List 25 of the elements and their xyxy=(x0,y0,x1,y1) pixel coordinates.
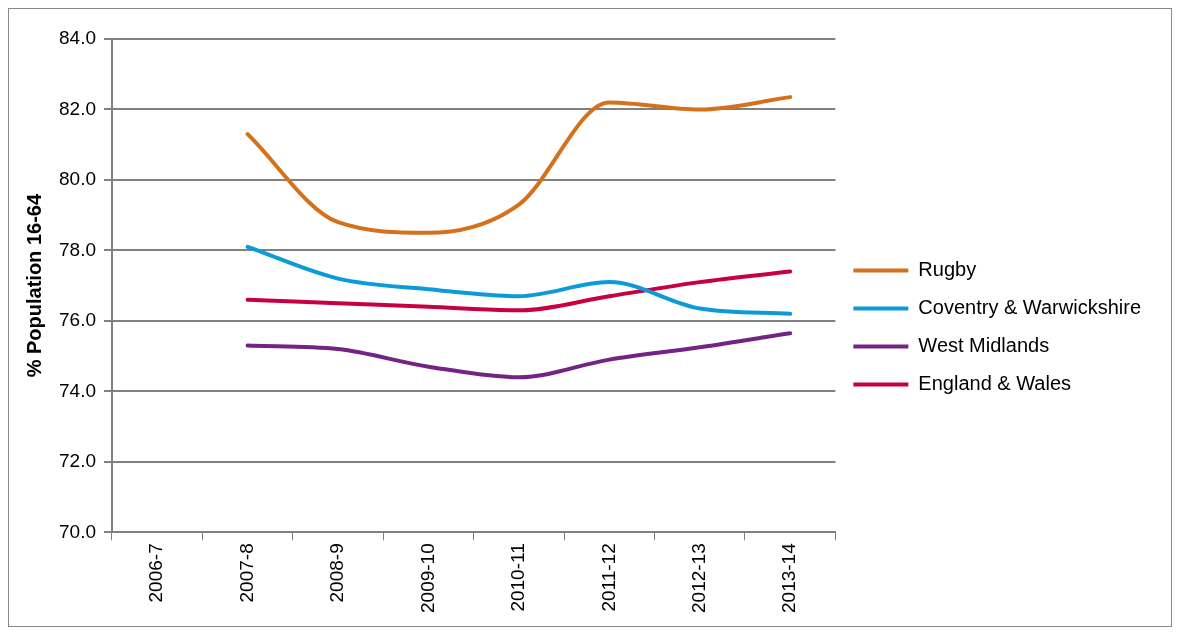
legend-label: Coventry & Warwickshire xyxy=(918,296,1141,319)
y-tick-label: 74.0 xyxy=(59,379,96,401)
legend-label: Rugby xyxy=(918,258,977,281)
y-tick-label: 72.0 xyxy=(59,450,96,472)
y-tick-label: 82.0 xyxy=(59,97,96,119)
y-tick-label: 76.0 xyxy=(59,309,96,331)
x-tick-label: 2013-14 xyxy=(778,542,800,614)
x-tick-label: 2007-8 xyxy=(235,543,257,603)
x-tick-label: 2008-9 xyxy=(326,543,348,603)
line-series xyxy=(245,244,793,316)
line-series xyxy=(245,331,793,380)
x-tick-label: 2012-13 xyxy=(687,543,709,614)
legend-label: England & Wales xyxy=(918,372,1072,395)
x-tick-label: 2011-12 xyxy=(597,543,619,612)
x-tick-label: 2006-7 xyxy=(145,543,167,603)
y-tick-label: 70.0 xyxy=(59,520,96,542)
line-series xyxy=(245,95,793,235)
x-tick-label: 2009-10 xyxy=(416,543,438,614)
x-tick-label: 2010-11 xyxy=(507,543,529,612)
y-axis-title: % Population 16-64 xyxy=(22,193,45,378)
line-series xyxy=(245,269,793,313)
y-tick-label: 78.0 xyxy=(59,238,96,260)
legend-label: West Midlands xyxy=(918,334,1050,357)
y-tick-label: 80.0 xyxy=(59,168,96,190)
y-tick-label: 84.0 xyxy=(59,27,96,49)
